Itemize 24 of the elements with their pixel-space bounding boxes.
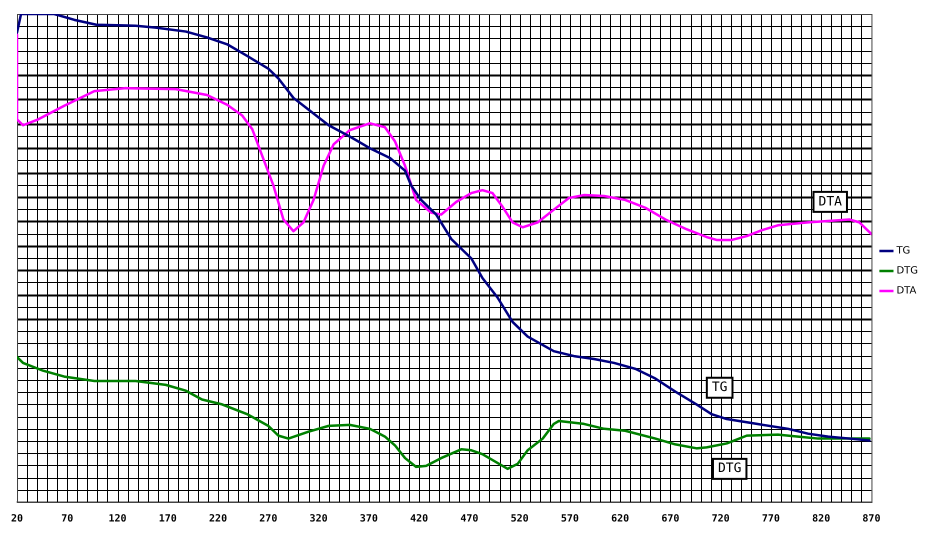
x-tick-label: 520 — [510, 514, 529, 525]
x-tick-label: 120 — [108, 514, 127, 525]
x-tick-label: 620 — [611, 514, 630, 525]
x-tick-label: 820 — [812, 514, 830, 525]
x-tick-label: 320 — [310, 514, 328, 525]
x-tick-label: 720 — [712, 514, 730, 525]
legend-label: DTA — [896, 286, 916, 297]
x-tick-label: 220 — [209, 514, 228, 525]
x-tick-label: 420 — [410, 514, 428, 525]
x-tick-label: 870 — [862, 514, 880, 525]
x-tick-label: 70 — [61, 514, 74, 525]
annotation: TG — [712, 380, 728, 396]
x-tick-label: 470 — [460, 514, 478, 525]
legend-label: DTG — [896, 266, 918, 277]
x-tick-label: 170 — [158, 514, 177, 525]
annotation: DTA — [818, 194, 842, 210]
legend-label: TG — [895, 246, 910, 257]
x-tick-label: 770 — [762, 514, 780, 525]
x-tick-label: 270 — [259, 514, 278, 525]
annotation: DTG — [718, 461, 742, 476]
x-tick-label: 670 — [661, 514, 680, 525]
x-tick-label: 570 — [560, 514, 579, 525]
x-tick-label: 370 — [360, 514, 378, 525]
x-tick-label: 20 — [10, 514, 24, 525]
